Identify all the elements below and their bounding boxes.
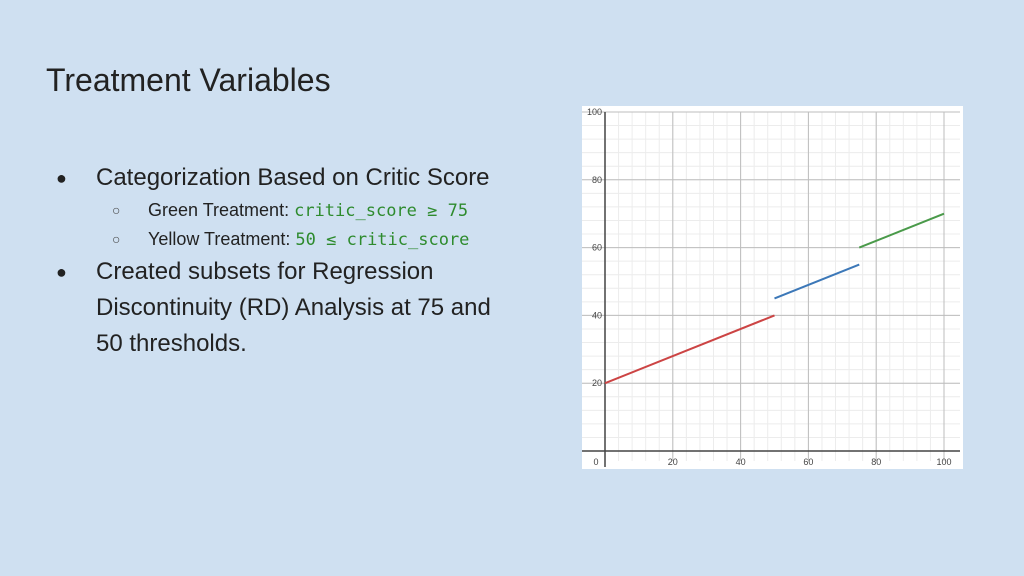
series-line [774, 263, 860, 300]
sub-bullet-label: Yellow Treatment: [148, 229, 296, 249]
bullet-item: ● Created subsets for Regression Discont… [56, 254, 496, 362]
bullet-dot-icon: ● [56, 168, 67, 188]
x-tick-label: 0 [593, 457, 598, 467]
y-tick-label: 60 [592, 243, 602, 253]
bullet-text: Categorization Based on Critic Score [96, 164, 490, 191]
series-line [604, 314, 775, 385]
line-chart: 0 20 40 60 80 100 20 40 60 80 100 [582, 106, 963, 469]
y-tick-label: 100 [587, 107, 602, 117]
code-text: 50 ≤ critic_score [295, 230, 470, 250]
chart-svg: 0 20 40 60 80 100 20 40 60 80 100 [582, 107, 960, 467]
bullet-list: ● Categorization Based on Critic Score ○… [56, 160, 496, 362]
sub-bullet-item: ○ Yellow Treatment: 50 ≤ critic_score [56, 225, 496, 254]
slide-title: Treatment Variables [46, 62, 331, 98]
y-tick-label: 80 [592, 175, 602, 185]
y-tick-label: 40 [592, 310, 602, 320]
sub-bullet-label: Green Treatment: [148, 200, 295, 220]
sub-bullet-item: ○ Green Treatment: critic_score ≥ 75 [56, 196, 496, 225]
y-tick-label: 20 [592, 378, 602, 388]
code-text: critic_score ≥ 75 [294, 201, 469, 221]
bullet-dot-icon: ● [56, 262, 67, 282]
x-tick-label: 100 [936, 457, 951, 467]
bullet-item: ● Categorization Based on Critic Score [56, 160, 496, 196]
series-line [858, 212, 945, 249]
x-tick-label: 80 [871, 457, 881, 467]
x-tick-label: 20 [668, 457, 678, 467]
x-tick-label: 60 [803, 457, 813, 467]
sub-bullet-circle-icon: ○ [112, 231, 121, 247]
sub-bullet-circle-icon: ○ [112, 202, 121, 218]
x-tick-label: 40 [736, 457, 746, 467]
bullet-text: Created subsets for Regression Discontin… [96, 258, 491, 357]
